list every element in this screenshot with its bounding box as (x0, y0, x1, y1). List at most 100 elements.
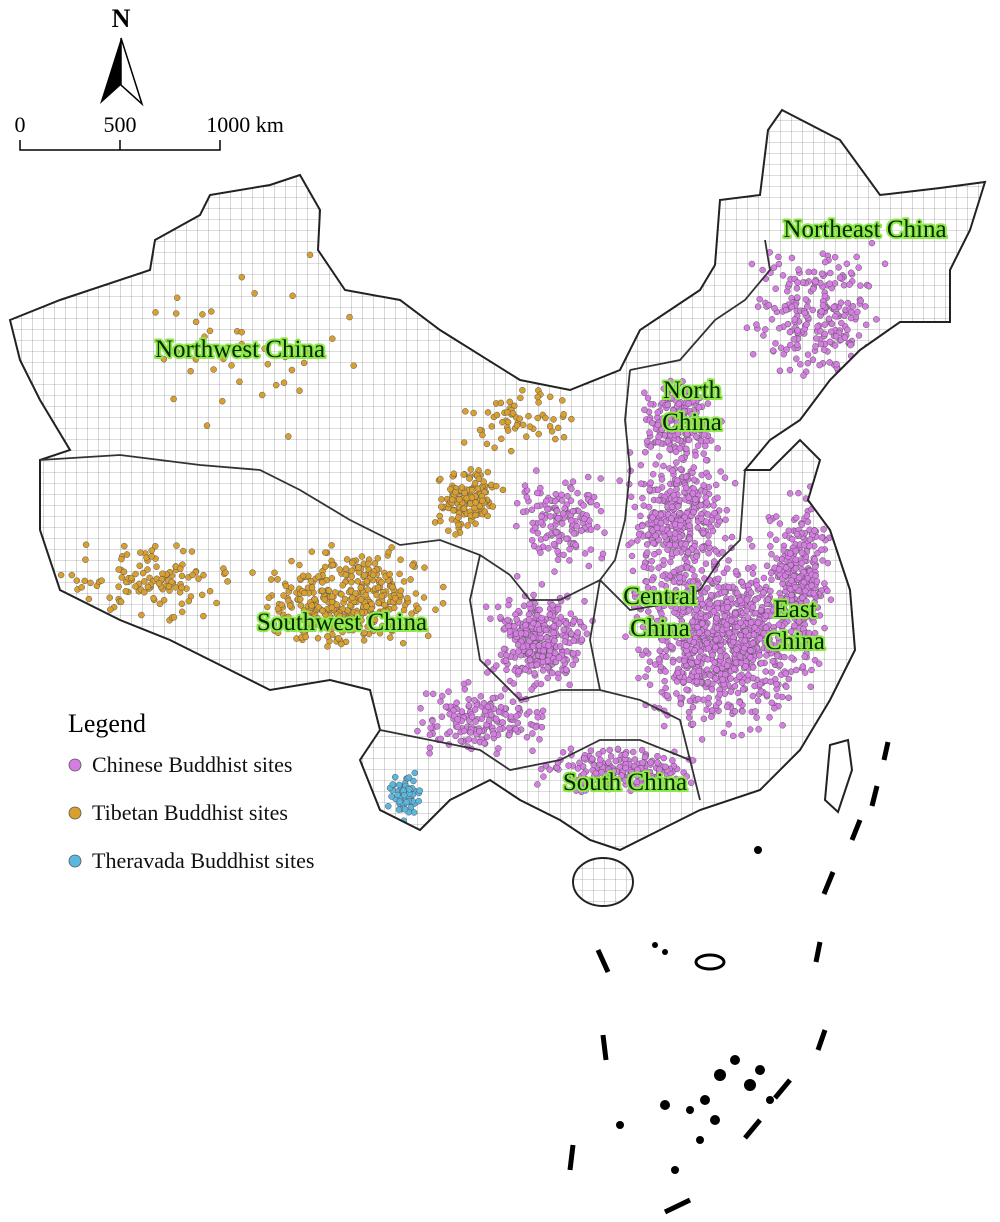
site-dot (806, 536, 814, 543)
site-dot (526, 423, 534, 430)
site-dot (757, 606, 765, 614)
site-dot (648, 419, 656, 427)
site-dot (713, 624, 721, 632)
site-dot (668, 515, 675, 522)
site-dot (465, 702, 473, 709)
site-dot (578, 527, 585, 534)
site-dot (442, 703, 450, 711)
site-dot (646, 615, 654, 623)
site-dot (782, 670, 790, 677)
site-dot (761, 639, 769, 646)
site-dot (115, 583, 122, 590)
site-dot (660, 556, 667, 564)
site-dot (784, 320, 792, 328)
site-dot (694, 695, 702, 703)
site-dot (405, 774, 413, 781)
site-dot (783, 683, 790, 691)
site-dot (601, 529, 608, 536)
site-dot (534, 414, 541, 422)
site-dot (741, 637, 749, 644)
site-dot (756, 295, 763, 303)
site-dot (519, 421, 527, 429)
site-dot (568, 485, 575, 493)
site-dot (360, 637, 368, 644)
site-dot (488, 423, 496, 430)
site-dot (150, 594, 157, 602)
site-dot (808, 582, 815, 589)
site-dot (788, 303, 795, 311)
site-dot (764, 596, 772, 603)
site-dot (141, 589, 148, 596)
site-dot (537, 549, 544, 556)
site-dot (639, 522, 646, 530)
site-dot (738, 731, 745, 739)
site-dot (363, 577, 371, 585)
site-dot (725, 629, 733, 637)
site-dot (409, 562, 416, 569)
site-dot (472, 520, 479, 528)
site-dot (846, 281, 853, 288)
site-dot (192, 318, 200, 326)
site-dot (551, 568, 558, 575)
site-dot (781, 634, 789, 641)
site-dot (301, 589, 308, 597)
site-dot (553, 507, 561, 515)
site-dot (637, 461, 645, 469)
site-dot (683, 642, 690, 649)
site-dot (388, 544, 395, 551)
site-dot (788, 254, 796, 262)
site-dot (746, 654, 754, 661)
site-dot (448, 496, 456, 503)
site-dot (397, 556, 404, 563)
site-dot (432, 606, 439, 613)
site-dot (793, 294, 801, 301)
site-dot (749, 603, 757, 611)
site-dot (523, 733, 531, 741)
site-dot (663, 653, 670, 660)
site-dot (343, 556, 351, 563)
site-dot (570, 618, 577, 625)
site-dot (763, 691, 771, 698)
site-dot (513, 522, 520, 530)
site-dot (534, 393, 541, 401)
site-dot (236, 378, 243, 385)
site-dot (654, 752, 661, 760)
site-dot (458, 484, 466, 491)
site-dot (588, 755, 596, 762)
site-dot (138, 611, 145, 619)
site-dot (426, 731, 434, 738)
site-dot (341, 595, 349, 603)
region-label: Northwest China (155, 336, 325, 363)
site-dot (555, 674, 562, 682)
site-dot (705, 700, 712, 707)
site-dot (386, 570, 393, 578)
site-dot (538, 513, 545, 520)
site-dot (723, 703, 731, 711)
site-dot (450, 470, 458, 477)
site-dot (855, 332, 863, 339)
site-dot (477, 693, 485, 700)
site-dot (535, 430, 542, 438)
site-dot (203, 422, 211, 429)
site-dot (790, 336, 798, 343)
country (8, 108, 987, 907)
site-dot (752, 708, 759, 715)
site-dot (534, 781, 541, 788)
site-dot (461, 489, 468, 497)
site-dot (453, 699, 460, 706)
site-dot (702, 456, 710, 464)
site-dot (137, 549, 144, 556)
site-dot (705, 539, 712, 546)
site-dot (704, 629, 711, 637)
site-dot (655, 433, 662, 441)
site-dot (173, 542, 180, 549)
site-dot (493, 750, 500, 758)
site-dot (762, 612, 770, 620)
site-dot (768, 550, 775, 558)
legend-label: Chinese Buddhist sites (92, 752, 292, 777)
site-dot (512, 713, 520, 720)
site-dot (514, 705, 522, 712)
site-dot (669, 658, 677, 666)
site-dot (748, 542, 756, 550)
site-dot (177, 565, 184, 573)
